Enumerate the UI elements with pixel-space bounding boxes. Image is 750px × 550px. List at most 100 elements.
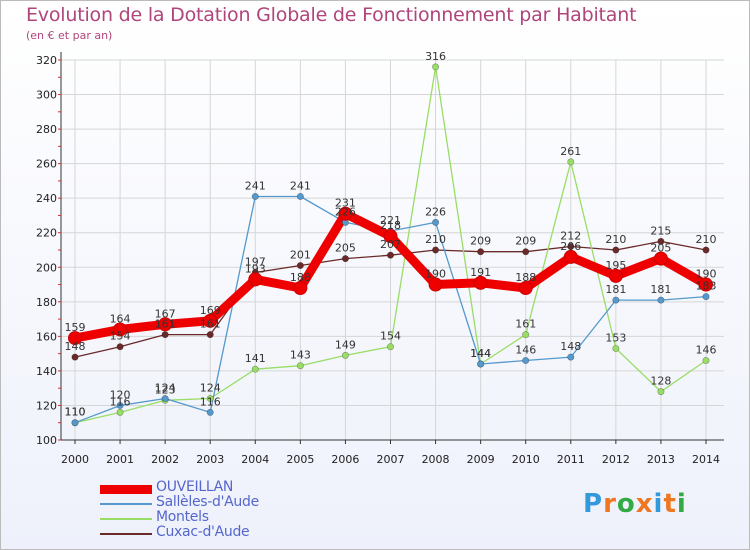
data-point-cuxac-d-aude xyxy=(567,243,575,251)
data-label-montels: 141 xyxy=(245,352,266,365)
logo-letter: i xyxy=(676,489,687,519)
data-label-cuxac-d-aude: 210 xyxy=(605,233,626,246)
logo-letter: i xyxy=(653,489,664,519)
data-label-ouveillan: 188 xyxy=(290,271,311,284)
data-point-cuxac-d-aude xyxy=(612,246,620,254)
data-label-cuxac-d-aude: 205 xyxy=(335,242,356,255)
data-point-ouveillan xyxy=(608,268,623,283)
data-point-sall-les-d-aude xyxy=(296,192,304,200)
series-points xyxy=(68,63,713,427)
data-label-sall-les-d-aude: 116 xyxy=(200,395,221,408)
data-point-cuxac-d-aude xyxy=(702,246,710,254)
data-point-sall-les-d-aude xyxy=(657,296,665,304)
x-tick-label: 2011 xyxy=(557,453,585,466)
data-label-sall-les-d-aude: 146 xyxy=(515,344,536,357)
data-point-ouveillan xyxy=(428,277,443,292)
x-tick-label: 2013 xyxy=(647,453,675,466)
data-label-ouveillan: 218 xyxy=(380,219,401,232)
data-point-ouveillan xyxy=(473,275,488,290)
x-tick-label: 2008 xyxy=(422,453,450,466)
data-label-sall-les-d-aude: 120 xyxy=(110,388,131,401)
data-point-sall-les-d-aude xyxy=(116,401,124,409)
data-point-cuxac-d-aude xyxy=(477,248,485,256)
data-point-sall-les-d-aude xyxy=(71,419,79,427)
legend-swatch xyxy=(100,518,152,520)
data-label-montels: 146 xyxy=(696,344,717,357)
y-tick-label: 160 xyxy=(36,330,57,343)
data-label-cuxac-d-aude: 161 xyxy=(200,318,221,331)
x-tick-label: 2000 xyxy=(61,453,89,466)
data-label-ouveillan: 195 xyxy=(605,259,626,272)
x-tick-label: 2014 xyxy=(692,453,720,466)
data-point-ouveillan xyxy=(563,249,578,264)
data-label-ouveillan: 169 xyxy=(200,304,221,317)
logo-letter: P xyxy=(583,489,604,519)
data-point-ouveillan xyxy=(653,251,668,266)
data-label-cuxac-d-aude: 207 xyxy=(380,238,401,251)
data-point-cuxac-d-aude xyxy=(116,343,124,351)
data-point-sall-les-d-aude xyxy=(161,395,169,403)
data-label-cuxac-d-aude: 201 xyxy=(290,249,311,262)
data-label-ouveillan: 205 xyxy=(650,242,671,255)
data-point-sall-les-d-aude xyxy=(522,357,530,365)
data-point-ouveillan xyxy=(248,272,263,287)
logo-letter: o xyxy=(616,489,636,519)
y-tick-label: 200 xyxy=(36,261,57,274)
legend-label: Montels xyxy=(156,509,209,525)
y-tick-label: 280 xyxy=(36,123,57,136)
logo-letter: t xyxy=(663,489,677,519)
data-label-montels: 124 xyxy=(200,382,221,395)
data-point-ouveillan xyxy=(203,313,218,328)
data-point-cuxac-d-aude xyxy=(71,353,79,361)
data-label-cuxac-d-aude: 210 xyxy=(696,233,717,246)
data-point-ouveillan xyxy=(338,206,353,221)
x-tick-label: 2001 xyxy=(106,453,134,466)
data-point-sall-les-d-aude xyxy=(567,353,575,361)
legend-label: Sallèles-d'Aude xyxy=(156,494,259,510)
x-tick-label: 2009 xyxy=(467,453,495,466)
x-tick-label: 2007 xyxy=(377,453,405,466)
data-label-montels: 128 xyxy=(650,375,671,388)
data-point-cuxac-d-aude xyxy=(386,251,394,259)
data-label-montels: 316 xyxy=(425,50,446,63)
data-label-sall-les-d-aude: 144 xyxy=(470,347,491,360)
y-tick-label: 220 xyxy=(36,227,57,240)
data-point-ouveillan xyxy=(158,317,173,332)
legend-swatch xyxy=(100,503,152,505)
proxiti-logo: Proxiti xyxy=(583,489,687,519)
x-tick-label: 2010 xyxy=(512,453,540,466)
data-point-sall-les-d-aude xyxy=(251,192,259,200)
logo-letter: r xyxy=(603,489,617,519)
y-tick-label: 300 xyxy=(36,89,57,102)
x-tick-label: 2004 xyxy=(241,453,269,466)
data-label-sall-les-d-aude: 226 xyxy=(425,205,446,218)
chart-subtitle: (en € et par an) xyxy=(26,29,113,42)
data-label-ouveillan: 188 xyxy=(515,271,536,284)
y-tick-label: 240 xyxy=(36,192,57,205)
data-point-cuxac-d-aude xyxy=(432,246,440,254)
data-label-ouveillan: 206 xyxy=(560,240,581,253)
data-point-montels xyxy=(341,351,349,359)
data-label-montels: 110 xyxy=(65,406,86,419)
data-point-montels xyxy=(386,343,394,351)
data-point-ouveillan xyxy=(383,229,398,244)
data-label-montels: 123 xyxy=(155,383,176,396)
data-point-cuxac-d-aude xyxy=(657,237,665,245)
data-label-ouveillan: 191 xyxy=(470,266,491,279)
data-label-ouveillan: 190 xyxy=(425,268,446,281)
data-labels: 148 154 161 161 197 201 205 207 210 209 209 212 210 2… xyxy=(65,50,717,419)
data-point-montels xyxy=(567,158,575,166)
data-point-ouveillan xyxy=(518,281,533,295)
data-label-cuxac-d-aude: 212 xyxy=(560,230,581,243)
data-label-montels: 143 xyxy=(290,349,311,362)
data-label-sall-les-d-aude: 221 xyxy=(380,214,401,227)
data-point-ouveillan xyxy=(68,331,82,346)
data-point-cuxac-d-aude xyxy=(206,331,214,339)
data-point-montels xyxy=(432,63,440,71)
data-label-sall-les-d-aude: 183 xyxy=(696,280,717,293)
data-label-sall-les-d-aude: 148 xyxy=(560,340,581,353)
legend-swatch xyxy=(100,484,152,494)
legend-label: Cuxac-d'Aude xyxy=(156,524,250,540)
data-point-ouveillan xyxy=(113,322,128,337)
data-point-ouveillan xyxy=(293,281,308,295)
